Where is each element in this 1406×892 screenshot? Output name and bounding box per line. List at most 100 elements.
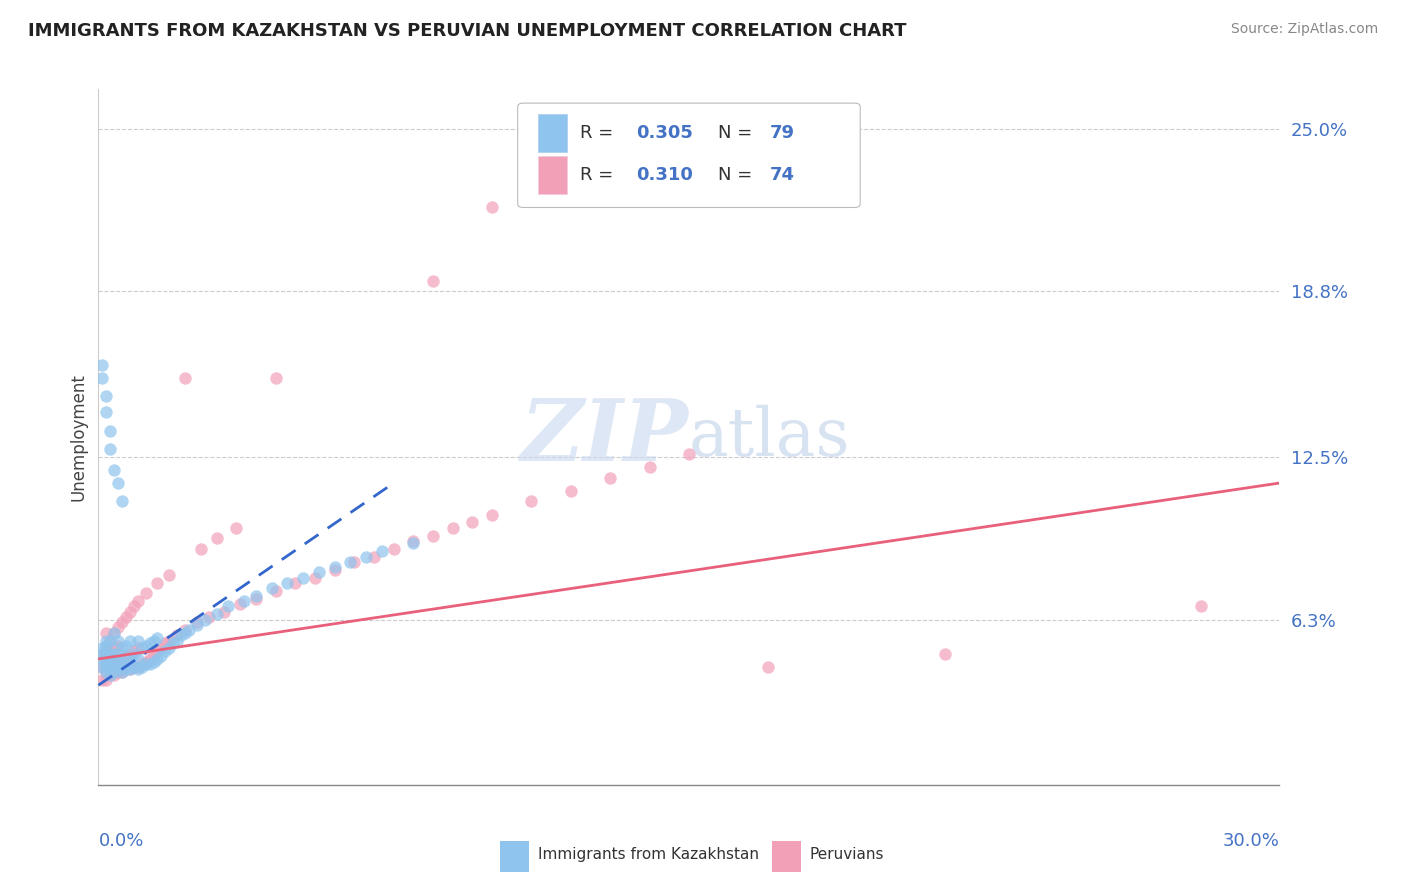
Point (146, 644, 169, 658)
Point (481, 200, 503, 214)
Point (142, 633, 165, 648)
Point (118, 605, 141, 619)
Point (98, 660, 121, 674)
Point (107, 655, 129, 669)
Point (103, 657, 125, 672)
Point (146, 575, 169, 590)
Point (91, 371, 114, 385)
Point (354, 549, 377, 564)
Point (292, 570, 315, 584)
Point (111, 665, 134, 679)
Point (127, 633, 149, 648)
Point (91, 358, 114, 372)
Point (170, 628, 193, 642)
Point (678, 447, 700, 461)
Point (166, 628, 188, 642)
Point (98, 424, 121, 438)
Point (118, 662, 141, 676)
Text: atlas: atlas (689, 404, 851, 470)
Point (98, 442, 121, 456)
Point (115, 639, 138, 653)
Point (131, 657, 153, 672)
Point (245, 589, 267, 603)
Point (135, 586, 157, 600)
Point (214, 605, 236, 619)
Point (174, 623, 197, 637)
Point (96, 625, 118, 640)
Point (135, 655, 157, 669)
Point (118, 633, 141, 648)
Point (103, 647, 125, 661)
Point (122, 644, 145, 658)
FancyBboxPatch shape (517, 103, 860, 208)
Point (127, 662, 149, 676)
Point (157, 641, 180, 656)
Point (103, 463, 125, 477)
Point (111, 652, 134, 666)
Point (111, 665, 134, 679)
Point (91, 660, 114, 674)
Point (304, 570, 326, 584)
Point (343, 555, 366, 569)
Point (111, 657, 134, 672)
Point (150, 641, 173, 656)
Point (91, 641, 114, 656)
Point (96, 633, 118, 648)
Point (186, 617, 208, 632)
Point (233, 594, 256, 608)
Point (264, 371, 287, 385)
Point (217, 599, 239, 614)
Point (339, 555, 361, 569)
Point (91, 673, 114, 687)
Point (197, 610, 219, 624)
Point (441, 521, 464, 535)
Point (284, 575, 307, 590)
Bar (501, 840, 530, 872)
Point (107, 639, 129, 653)
Point (756, 660, 779, 674)
Text: Source: ZipAtlas.com: Source: ZipAtlas.com (1230, 22, 1378, 37)
Point (402, 533, 425, 548)
Text: 0.0%: 0.0% (98, 832, 143, 850)
Point (225, 521, 247, 535)
Point (205, 531, 228, 545)
Point (934, 647, 956, 661)
Bar (772, 840, 801, 872)
Point (96, 405, 118, 419)
Point (138, 636, 160, 650)
Point (103, 657, 125, 672)
Point (122, 660, 145, 674)
Point (122, 599, 145, 614)
Point (115, 649, 138, 664)
Point (135, 657, 157, 672)
Point (107, 620, 129, 634)
Point (103, 667, 125, 681)
Point (155, 644, 177, 658)
Point (138, 657, 160, 672)
Point (96, 665, 118, 679)
Point (96, 673, 118, 687)
Point (599, 471, 621, 485)
Point (103, 665, 125, 679)
Text: R =: R = (581, 124, 619, 142)
Point (245, 591, 267, 606)
Point (260, 581, 283, 595)
Bar (537, 114, 567, 153)
Text: 74: 74 (769, 166, 794, 184)
Point (194, 613, 217, 627)
Point (146, 652, 169, 666)
Point (155, 636, 177, 650)
Text: 30.0%: 30.0% (1223, 832, 1279, 850)
Point (323, 563, 346, 577)
Point (186, 615, 208, 630)
Point (115, 662, 138, 676)
Point (103, 625, 125, 640)
Point (115, 662, 138, 676)
Point (166, 633, 188, 648)
Point (142, 647, 165, 661)
Point (96, 655, 118, 669)
Point (135, 639, 157, 653)
Point (205, 607, 228, 622)
Point (308, 566, 330, 580)
Point (264, 583, 287, 598)
